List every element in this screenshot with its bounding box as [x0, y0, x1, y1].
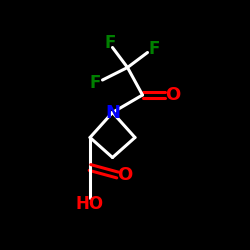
Text: N: N: [105, 104, 120, 122]
Text: HO: HO: [76, 195, 104, 213]
Text: O: O: [118, 166, 132, 184]
Text: F: F: [148, 40, 160, 58]
Text: F: F: [89, 74, 101, 92]
Text: F: F: [104, 34, 116, 52]
Text: O: O: [165, 86, 180, 104]
